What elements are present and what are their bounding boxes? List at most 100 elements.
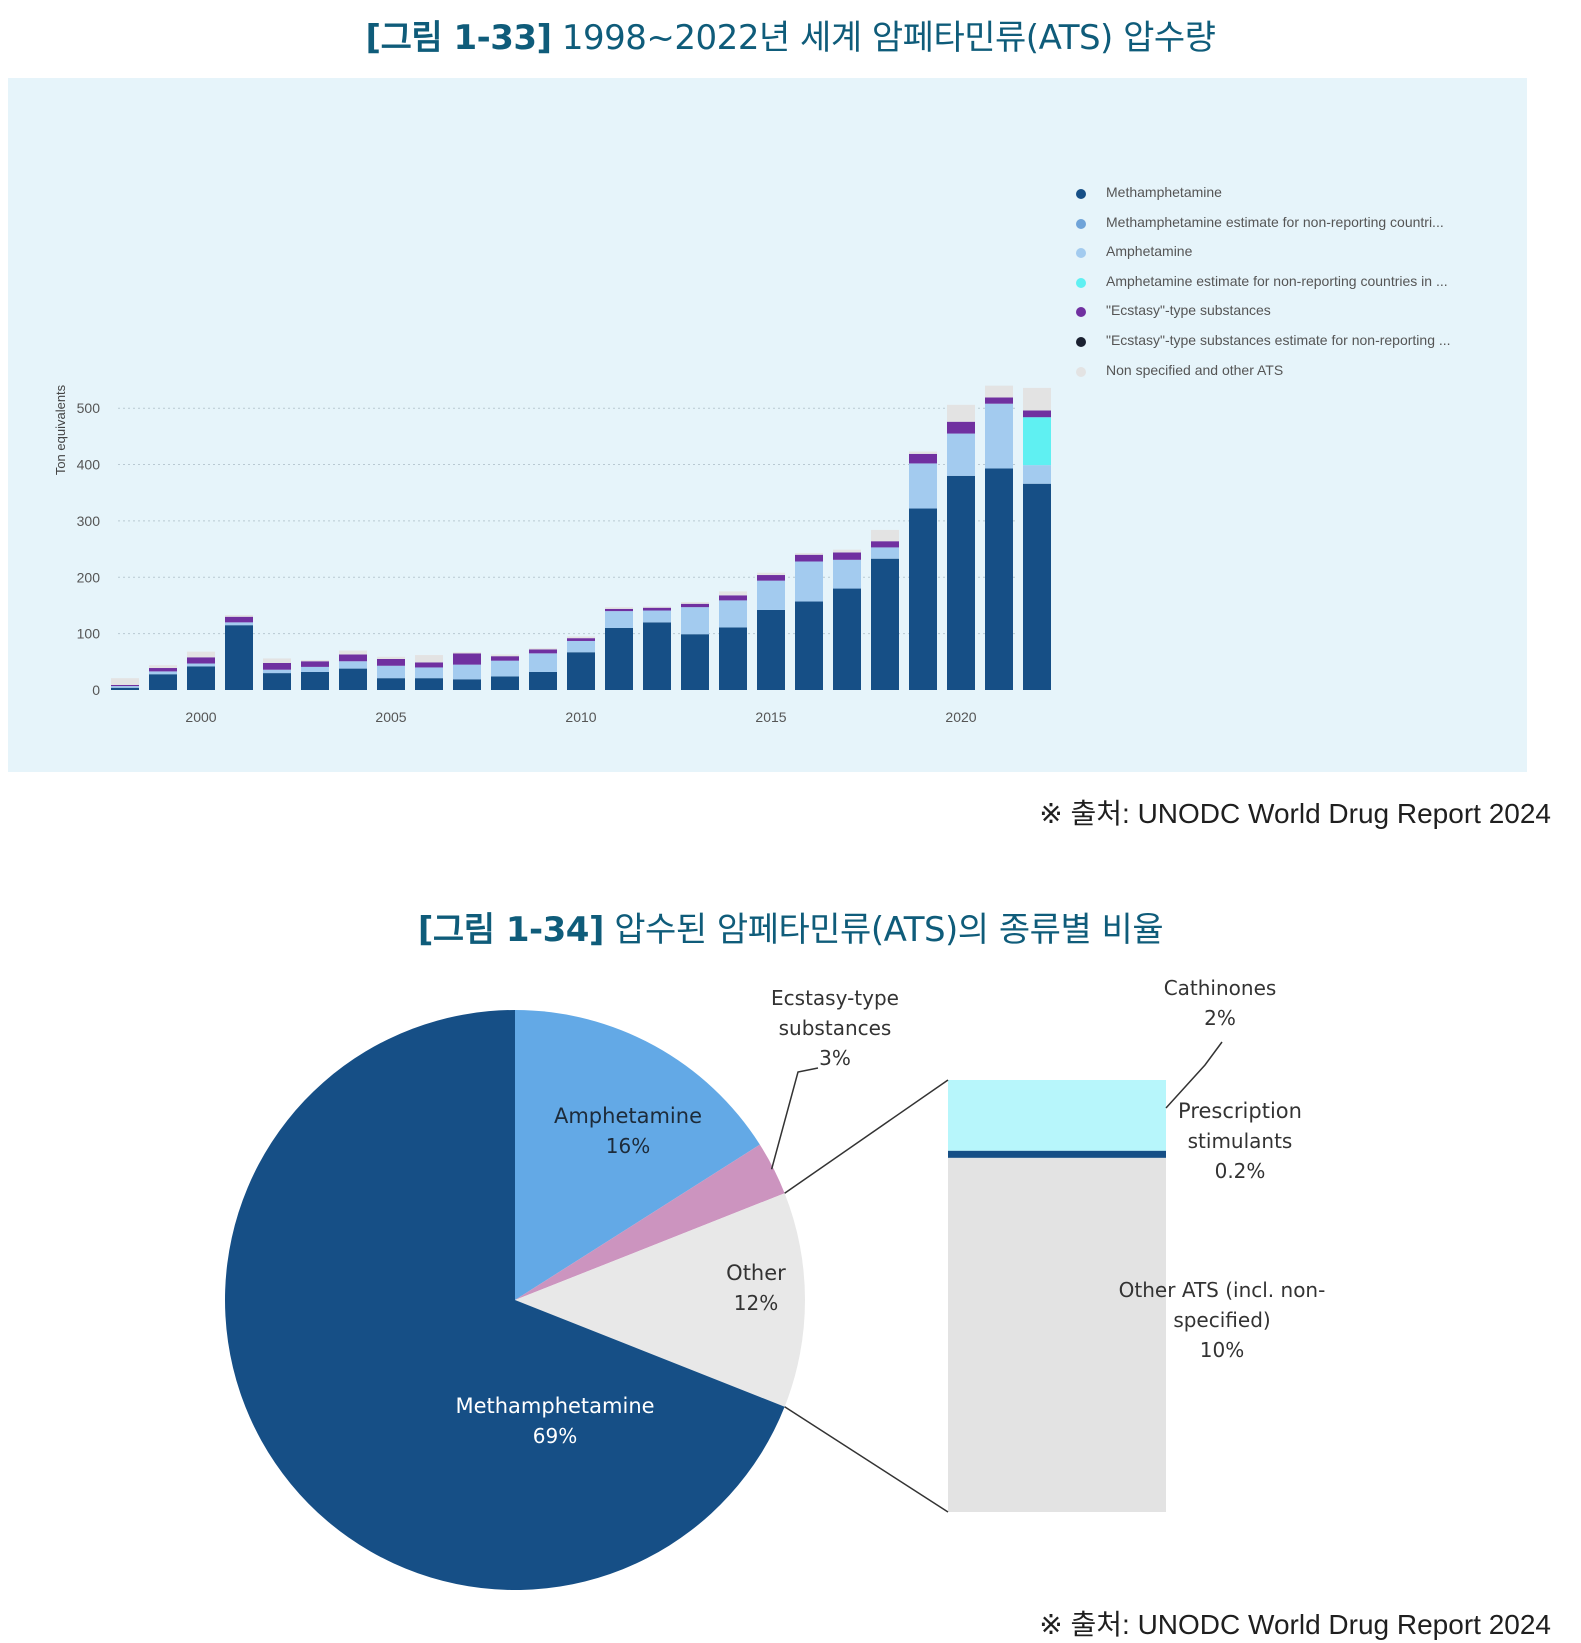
x-tick-label: 2005 [375, 709, 406, 725]
bar-segment-amph-2005 [377, 665, 405, 679]
bar-segment-other-2017 [833, 549, 861, 553]
bar-segment-other-2010 [567, 636, 595, 639]
legend-marker-icon [1076, 248, 1086, 259]
figure2-title: [그림 1-34] 압수된 암페타민류(ATS)의 종류별 비율 [0, 902, 1581, 951]
bar-segment-meth-2020 [947, 475, 975, 690]
bar-segment-ecstasy-2000 [187, 657, 215, 664]
y-axis-label: Ton equivalents [53, 384, 68, 475]
figure2-number: [그림 1-34] [417, 910, 605, 950]
bar-segment-meth-1998 [111, 687, 139, 690]
bar-chart: 0 100 200 300 400 500 Ton equivalents 2000 2005 2… [53, 384, 1051, 725]
bar-segment-other-2000 [187, 651, 215, 658]
y-tick-label: 300 [77, 513, 101, 529]
bar-segment-other-2004 [339, 650, 367, 655]
bar-segment-ecstasy-2009 [529, 649, 557, 654]
bar-segment-other-2022 [1023, 387, 1051, 411]
bar-segment-ecstasy-2004 [339, 654, 367, 662]
bar-segment-amph-2004 [339, 661, 367, 669]
legend-item[interactable]: "Ecstasy"-type substances estimate for n… [1070, 332, 1530, 362]
bar-segment-other-2021 [985, 385, 1013, 398]
bar-segment-meth-2011 [605, 628, 633, 690]
bar-segment-ecstasy-2019 [909, 453, 937, 464]
y-tick-label: 500 [77, 400, 101, 416]
bar-segment-meth-2013 [681, 634, 709, 690]
bar-segment-other-2008 [491, 654, 519, 657]
bar-segment-amph-1999 [149, 671, 177, 675]
bar-segment-ecstasy-2015 [757, 575, 785, 581]
pie-label-ecstasy-line1: Ecstasy-type [771, 986, 899, 1010]
bar-segment-meth-2001 [225, 625, 253, 690]
bar-segment-ecstasy-2002 [263, 662, 291, 670]
pie-chart: Methamphetamine 69% Amphetamine 16% Other 12%… [225, 976, 1326, 1590]
bar-chart-panel: 0 100 200 300 400 500 Ton equivalents 2000 2005 2… [8, 78, 1527, 772]
figure1-title-text: 1998~2022년 세계 암페타민류(ATS) 압수량 [561, 18, 1216, 58]
bar-segment-amph-2013 [681, 607, 709, 635]
bar-segment-amph-2006 [415, 667, 443, 679]
legend-marker-icon [1076, 366, 1086, 377]
x-tick-label: 2015 [755, 709, 786, 725]
bar-segment-other-2009 [529, 648, 557, 650]
legend-item[interactable]: Methamphetamine [1070, 184, 1530, 214]
y-tick-label: 0 [92, 682, 100, 698]
leader-line-ecstasy [770, 1067, 819, 1170]
bar-segment-meth-1999 [149, 674, 177, 690]
legend-item[interactable]: Methamphetamine estimate for non-reporti… [1070, 214, 1530, 244]
bar-segment-meth-2012 [643, 622, 671, 690]
bar-segment-ecstasy-2012 [643, 607, 671, 611]
legend-label: Methamphetamine estimate for non-reporti… [1106, 213, 1444, 230]
bar-segment-other-2001 [225, 615, 253, 617]
bar-segment-amph-2017 [833, 559, 861, 589]
y-tick-label: 100 [77, 626, 101, 642]
x-tick-label: 2000 [185, 709, 216, 725]
figure1-source: ※ 출처: UNODC World Drug Report 2024 [1039, 798, 1551, 829]
pie-label-amphetamine: Amphetamine [554, 1104, 702, 1128]
bar-segment-meth-2015 [757, 609, 785, 690]
bar-segment-amph-2000 [187, 663, 215, 667]
bar-segment-other-2007 [453, 652, 481, 654]
bar-segment-ecstasy-2007 [453, 653, 481, 665]
bar-segment-ecstasy-1998 [111, 684, 139, 687]
legend-marker-icon [1076, 307, 1086, 318]
connector-line-top [784, 1079, 949, 1194]
legend-marker-icon [1076, 189, 1086, 199]
bar-segment-amph-2014 [719, 600, 747, 628]
legend-item[interactable]: Non specified and other ATS [1070, 362, 1530, 392]
breakdown-label-cathinones: Cathinones [1164, 976, 1277, 1000]
bar-segment-other-1998 [111, 678, 139, 685]
bar-segment-amph-2001 [225, 622, 253, 626]
legend-label: "Ecstasy"-type substances [1106, 302, 1271, 319]
figure1-number: [그림 1-33] [365, 18, 553, 58]
bar-segment-meth-2021 [985, 468, 1013, 690]
bar-segment-amph-2022 [1023, 465, 1051, 484]
bar-segment-amph-2018 [871, 547, 899, 559]
bar-segment-meth-2010 [567, 652, 595, 690]
legend-item[interactable]: "Ecstasy"-type substances [1070, 302, 1530, 332]
bar-segment-other-2016 [795, 553, 823, 555]
bar-segment-other-2018 [871, 529, 899, 542]
bar-segment-amph-2009 [529, 653, 557, 672]
bar-segment-amph-2015 [757, 580, 785, 610]
figure2-source: ※ 출처: UNODC World Drug Report 2024 [1039, 1609, 1551, 1640]
y-tick-label: 200 [77, 569, 101, 585]
bar-segment-meth-2019 [909, 508, 937, 690]
legend-item[interactable]: Amphetamine estimate for non-reporting c… [1070, 273, 1530, 303]
bar-segment-meth-2008 [491, 676, 519, 690]
legend-marker-icon [1076, 218, 1086, 229]
breakdown-label-other-ats-line1: Other ATS (incl. non- [1119, 1278, 1326, 1302]
bar-segment-amph-2007 [453, 664, 481, 680]
connector-line-bottom [784, 1406, 949, 1513]
bar-segment-meth-2017 [833, 588, 861, 690]
legend-item[interactable]: Amphetamine [1070, 243, 1530, 273]
bar-segment-meth-2007 [453, 679, 481, 690]
bar-segment-ecstasy-2013 [681, 603, 709, 608]
pie-label-methamphetamine: Methamphetamine [455, 1394, 654, 1418]
bar-segment-other-2012 [643, 606, 671, 608]
bar-segment-ecstasy-2001 [225, 616, 253, 623]
breakdown-value-cathinones: 2% [1204, 1006, 1236, 1030]
bar-segment-amph-2020 [947, 433, 975, 476]
bar-segment-other-1999 [149, 665, 177, 669]
bar-segment-ecstasy-1999 [149, 668, 177, 672]
legend-label: Non specified and other ATS [1106, 361, 1284, 378]
bar-segment-amph-2002 [263, 669, 291, 674]
bar-segment-ecstasy-2016 [795, 554, 823, 562]
